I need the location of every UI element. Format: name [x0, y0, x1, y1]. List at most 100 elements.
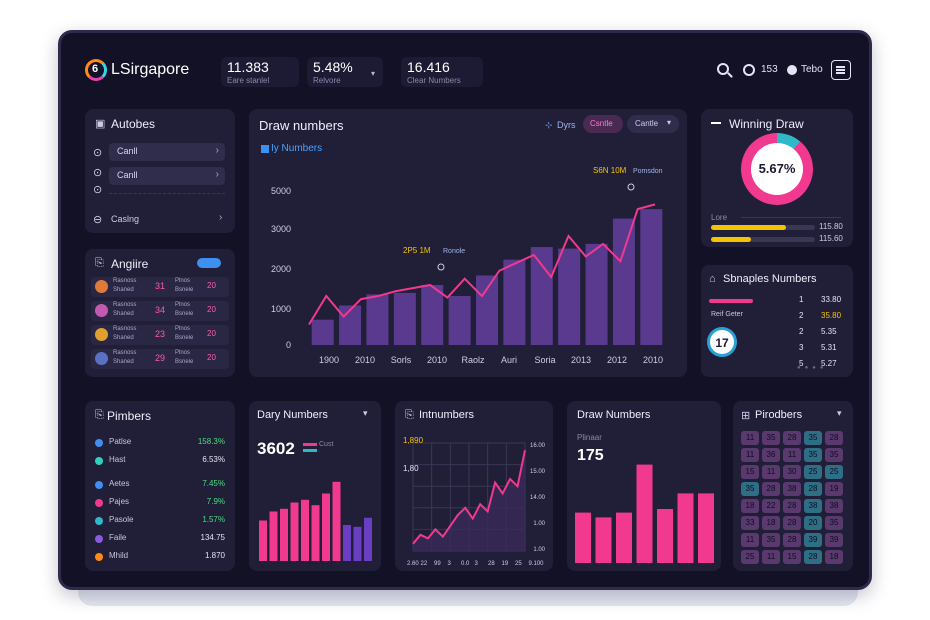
- grid-cell[interactable]: 18: [825, 550, 843, 564]
- grid-cell[interactable]: 39: [825, 533, 843, 547]
- x-tick-label: 0.0: [461, 561, 470, 567]
- grid-cell[interactable]: 35: [741, 482, 759, 496]
- grid-cell[interactable]: 28: [783, 516, 801, 530]
- row-text-d: Bsneie: [175, 311, 194, 317]
- grid-cell[interactable]: 35: [804, 448, 822, 462]
- link-icon: ⎘: [95, 257, 104, 269]
- grid-cell[interactable]: 28: [783, 431, 801, 445]
- panel-title: Dary Numbers: [257, 409, 328, 421]
- toggle-icon[interactable]: ⊹: [545, 120, 553, 130]
- grid-cell[interactable]: 38: [783, 482, 801, 496]
- progress-value: 115.60: [819, 234, 843, 243]
- anguire-row[interactable]: Rasnoss Shaned 34 Plnos Bsneie 20: [91, 301, 229, 321]
- filter-button-2[interactable]: Cantle ▾: [627, 115, 679, 133]
- sample-row-value: 5.35: [821, 327, 837, 336]
- grid-cell[interactable]: 28: [825, 431, 843, 445]
- chevron-right-icon[interactable]: ›: [219, 212, 223, 223]
- panel-title: Angiire: [111, 257, 149, 271]
- chevron-down-icon[interactable]: ▾: [837, 408, 842, 418]
- grid-cell[interactable]: 33: [741, 516, 759, 530]
- anguire-row[interactable]: Rasnoss Shaned 29 Plnos Bsneie 20: [91, 349, 229, 369]
- user-name[interactable]: Tebo: [801, 64, 823, 75]
- grid-cell[interactable]: 11: [762, 465, 780, 479]
- toggle-switch[interactable]: [197, 258, 221, 268]
- grid-cell[interactable]: 38: [825, 499, 843, 513]
- progress-fill: [711, 225, 786, 230]
- grid-cell[interactable]: 25: [825, 465, 843, 479]
- highlight-bar: [709, 299, 753, 303]
- row-text-b: Shaned: [113, 287, 134, 293]
- bar: [311, 505, 320, 561]
- chevron-right-icon: ›: [215, 169, 219, 180]
- draw-numbers-small-panel: Draw Numbers Plinaar 175: [567, 401, 721, 571]
- grid-cell[interactable]: 38: [804, 499, 822, 513]
- grid-cell[interactable]: 35: [762, 533, 780, 547]
- list-dot-icon: [95, 481, 103, 489]
- grid-cell[interactable]: 22: [762, 499, 780, 513]
- grid-cell[interactable]: 18: [741, 499, 759, 513]
- filter-toggle[interactable]: Dyrs: [557, 120, 576, 130]
- row-number: 34: [155, 305, 166, 315]
- grid-cell[interactable]: 28: [783, 533, 801, 547]
- chevron-down-icon[interactable]: ▾: [363, 408, 368, 418]
- row-text-c: Plnos: [175, 278, 191, 284]
- grid-cell[interactable]: 35: [762, 431, 780, 445]
- grid-cell[interactable]: 36: [762, 448, 780, 462]
- list-item-label: Pasole: [109, 515, 134, 524]
- grid-cell[interactable]: 35: [804, 431, 822, 445]
- grid-cell[interactable]: 11: [741, 533, 759, 547]
- x-tick-label: 2010: [355, 355, 375, 365]
- user-avatar-icon[interactable]: [787, 65, 797, 75]
- search-icon[interactable]: [717, 63, 729, 75]
- grid-cell[interactable]: 28: [783, 499, 801, 513]
- pagination-dots[interactable]: ●●●●: [797, 365, 828, 371]
- header-stat-2[interactable]: 5.48% Relvore ▾: [307, 57, 383, 87]
- row-number: 23: [155, 329, 166, 339]
- anguire-panel: ⎘ Angiire Rasnoss Shaned 31 Plnos Bsneie 20 Ra…: [85, 249, 235, 377]
- x-tick-label: Soria: [534, 355, 555, 365]
- grid-cell[interactable]: 15: [783, 550, 801, 564]
- grid-cell[interactable]: 35: [825, 448, 843, 462]
- grid-cell[interactable]: 20: [804, 516, 822, 530]
- grid-cell[interactable]: 15: [741, 465, 759, 479]
- menu-icon[interactable]: [831, 60, 851, 80]
- clock-icon[interactable]: [743, 64, 755, 76]
- row-text-b: Shaned: [113, 359, 134, 365]
- autobes-footer[interactable]: Caslng: [111, 214, 140, 224]
- circle-icon: ⊙: [93, 147, 103, 159]
- number-badge[interactable]: 17: [707, 327, 737, 357]
- bar: [269, 511, 278, 561]
- grid-cell[interactable]: 11: [762, 550, 780, 564]
- dash-icon: [711, 122, 721, 124]
- grid-cell[interactable]: 35: [825, 516, 843, 530]
- filter-button-1[interactable]: Csntle: [583, 115, 623, 133]
- progress-track: [711, 237, 815, 242]
- grid-cell[interactable]: 11: [783, 448, 801, 462]
- grid-cell[interactable]: 30: [783, 465, 801, 479]
- autobes-item-2[interactable]: Canll ›: [109, 167, 225, 185]
- grid-cell[interactable]: 18: [762, 516, 780, 530]
- y-tick-label: 5000: [271, 186, 291, 196]
- grid-cell[interactable]: 25: [804, 465, 822, 479]
- grid-cell[interactable]: 28: [762, 482, 780, 496]
- sample-row-number: 5: [799, 359, 804, 368]
- winning-draw-panel: Winning Draw 5.67% Lore 115.80 115.60: [701, 109, 853, 247]
- anguire-row[interactable]: Rasnoss Shaned 23 Plnos Bsneie 20: [91, 325, 229, 345]
- grid-cell[interactable]: 25: [741, 550, 759, 564]
- grid-cell[interactable]: 28: [804, 482, 822, 496]
- bar: [616, 512, 632, 563]
- row-text-c: Plnos: [175, 350, 191, 356]
- autobes-item-1[interactable]: Canll ›: [109, 143, 225, 161]
- anguire-row[interactable]: Rasnoss Shaned 31 Plnos Bsneie 20: [91, 277, 229, 297]
- grid-cell[interactable]: 11: [741, 431, 759, 445]
- grid-cell[interactable]: 28: [804, 550, 822, 564]
- grid-cell[interactable]: 19: [825, 482, 843, 496]
- row-text-c: Plnos: [175, 326, 191, 332]
- sample-row-value: 33.80: [821, 295, 842, 304]
- grid-cell[interactable]: 39: [804, 533, 822, 547]
- y-tick-label: 1000: [271, 304, 291, 314]
- progress-track: [711, 225, 815, 230]
- header-stat-1: 11.383 Eare stanlel: [221, 57, 299, 87]
- grid-cell[interactable]: 11: [741, 448, 759, 462]
- list-item-value: 1.57%: [202, 515, 225, 524]
